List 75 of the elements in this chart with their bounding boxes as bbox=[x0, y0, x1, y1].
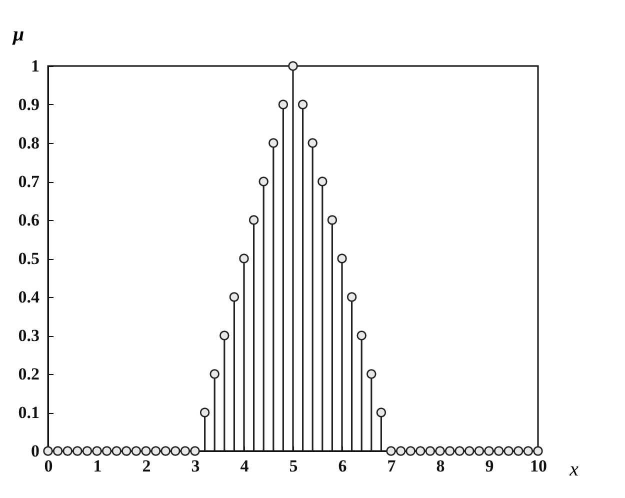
point bbox=[454, 446, 464, 456]
point bbox=[170, 446, 180, 456]
y-tick-label: 0.4 bbox=[18, 288, 40, 306]
point bbox=[327, 215, 338, 225]
point bbox=[504, 446, 514, 456]
y-tick-label: 0 bbox=[31, 442, 40, 460]
point bbox=[386, 446, 396, 456]
y-tick-label: 0.5 bbox=[18, 249, 40, 268]
point bbox=[112, 446, 122, 456]
y-tick-label: 0.9 bbox=[18, 95, 40, 114]
point bbox=[474, 446, 484, 456]
point bbox=[366, 369, 376, 379]
point bbox=[406, 446, 416, 456]
point bbox=[239, 254, 249, 264]
point bbox=[396, 446, 406, 456]
point bbox=[52, 446, 63, 456]
y-tick-label: 0.1 bbox=[18, 403, 40, 422]
point bbox=[210, 369, 220, 379]
point bbox=[444, 446, 455, 456]
point bbox=[268, 138, 278, 148]
x-tick-label: 5 bbox=[289, 456, 298, 476]
point bbox=[102, 446, 112, 456]
point bbox=[514, 446, 524, 456]
point bbox=[220, 330, 230, 340]
point bbox=[43, 446, 53, 456]
y-tick-label: 0.6 bbox=[18, 210, 40, 230]
point bbox=[356, 330, 366, 340]
x-axis-title: x bbox=[568, 458, 579, 480]
point bbox=[180, 446, 190, 456]
x-tick-label: 1 bbox=[93, 456, 102, 476]
point bbox=[288, 61, 298, 71]
point bbox=[376, 408, 386, 418]
point bbox=[229, 292, 240, 302]
point bbox=[346, 292, 357, 302]
point bbox=[318, 176, 328, 186]
point bbox=[298, 100, 308, 110]
y-tick-label: 0.7 bbox=[18, 172, 40, 191]
point bbox=[484, 446, 494, 456]
point bbox=[425, 446, 436, 456]
y-tick-label: 0.8 bbox=[18, 134, 40, 152]
point bbox=[337, 254, 347, 264]
point bbox=[278, 100, 288, 110]
point bbox=[533, 446, 543, 456]
x-tick-label: 7 bbox=[387, 456, 396, 476]
x-tick-label: 2 bbox=[142, 456, 151, 476]
x-tick-label: 0 bbox=[44, 456, 53, 476]
x-tick-label: 3 bbox=[191, 456, 200, 476]
point bbox=[435, 446, 445, 456]
point bbox=[131, 446, 142, 456]
x-tick-label: 4 bbox=[240, 456, 250, 476]
point bbox=[258, 176, 268, 186]
y-tick-label: 0.2 bbox=[18, 364, 40, 384]
y-tick-label: 1 bbox=[31, 56, 40, 76]
point bbox=[190, 446, 200, 456]
point bbox=[72, 446, 82, 456]
point bbox=[92, 446, 102, 456]
point bbox=[160, 446, 170, 456]
x-tick-label: 6 bbox=[338, 456, 347, 476]
point bbox=[62, 446, 72, 456]
point bbox=[464, 446, 474, 456]
x-tick-label: 8 bbox=[436, 456, 445, 476]
x-tick-label: 9 bbox=[485, 456, 494, 476]
point bbox=[523, 446, 534, 456]
y-axis-title: μ bbox=[12, 24, 24, 46]
point bbox=[494, 446, 504, 456]
point bbox=[200, 408, 210, 418]
x-tick-label: 10 bbox=[530, 456, 547, 476]
point bbox=[150, 446, 161, 456]
point bbox=[122, 446, 132, 456]
y-tick-label: 0.3 bbox=[18, 326, 40, 345]
point bbox=[416, 446, 426, 456]
point bbox=[248, 215, 259, 225]
point bbox=[82, 446, 92, 456]
point bbox=[308, 138, 318, 148]
point bbox=[141, 446, 151, 456]
